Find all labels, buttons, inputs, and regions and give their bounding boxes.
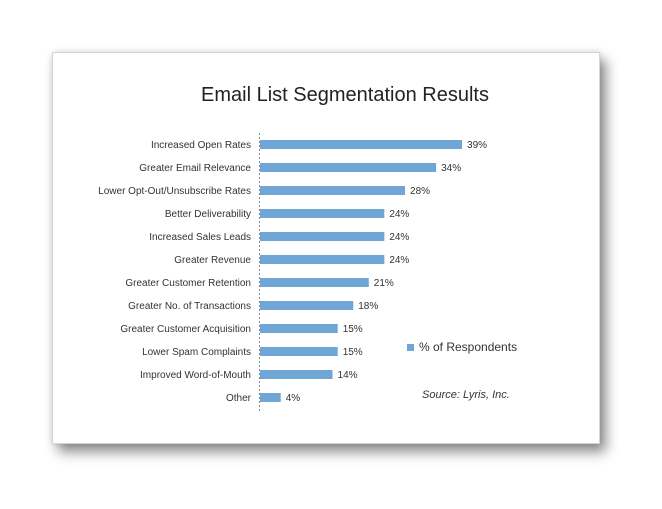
category-label: Other	[226, 393, 252, 404]
category-label: Lower Opt-Out/Unsubscribe Rates	[98, 186, 251, 197]
bar	[260, 278, 369, 287]
bar	[260, 347, 338, 356]
data-label: 15%	[343, 324, 363, 335]
data-label: 34%	[441, 163, 461, 174]
category-label: Lower Spam Complaints	[142, 347, 251, 358]
legend-swatch	[407, 343, 414, 351]
data-label: 24%	[389, 255, 409, 266]
category-label: Increased Open Rates	[151, 140, 251, 151]
data-label: 18%	[358, 301, 378, 312]
bar	[260, 393, 281, 402]
bars-group: Increased Open Rates 39% Greater Email Rel…	[98, 140, 487, 404]
legend: % of Respondents	[407, 340, 517, 354]
bar	[260, 209, 385, 218]
data-label: 28%	[410, 186, 430, 197]
category-label: Greater Email Relevance	[139, 163, 251, 174]
data-label: 24%	[389, 232, 409, 243]
chart-card: Email List Segmentation Results Increase…	[52, 52, 600, 444]
data-label: 24%	[389, 209, 409, 220]
data-label: 39%	[467, 140, 487, 151]
bar	[260, 301, 354, 310]
category-label: Greater Customer Retention	[125, 278, 251, 289]
data-label: 4%	[286, 393, 301, 404]
legend-label: % of Respondents	[419, 340, 518, 354]
bar	[260, 163, 437, 172]
bar	[260, 324, 338, 333]
bar	[260, 232, 385, 241]
chart-title: Email List Segmentation Results	[201, 84, 489, 106]
category-label: Better Deliverability	[165, 209, 251, 220]
data-label: 14%	[338, 370, 358, 381]
category-label: Improved Word-of-Mouth	[140, 370, 251, 381]
bar-chart: Increased Open Rates 39% Greater Email Rel…	[98, 133, 487, 413]
source-note: Source: Lyris, Inc.	[422, 389, 510, 401]
category-label: Greater Customer Acquisition	[120, 324, 251, 335]
bar	[260, 186, 406, 195]
category-label: Increased Sales Leads	[149, 232, 251, 243]
bar	[260, 370, 333, 379]
category-label: Greater Revenue	[174, 255, 251, 266]
data-label: 21%	[374, 278, 394, 289]
bar	[260, 255, 385, 264]
data-label: 15%	[343, 347, 363, 358]
category-label: Greater No. of Transactions	[128, 301, 251, 312]
bar	[260, 140, 463, 149]
